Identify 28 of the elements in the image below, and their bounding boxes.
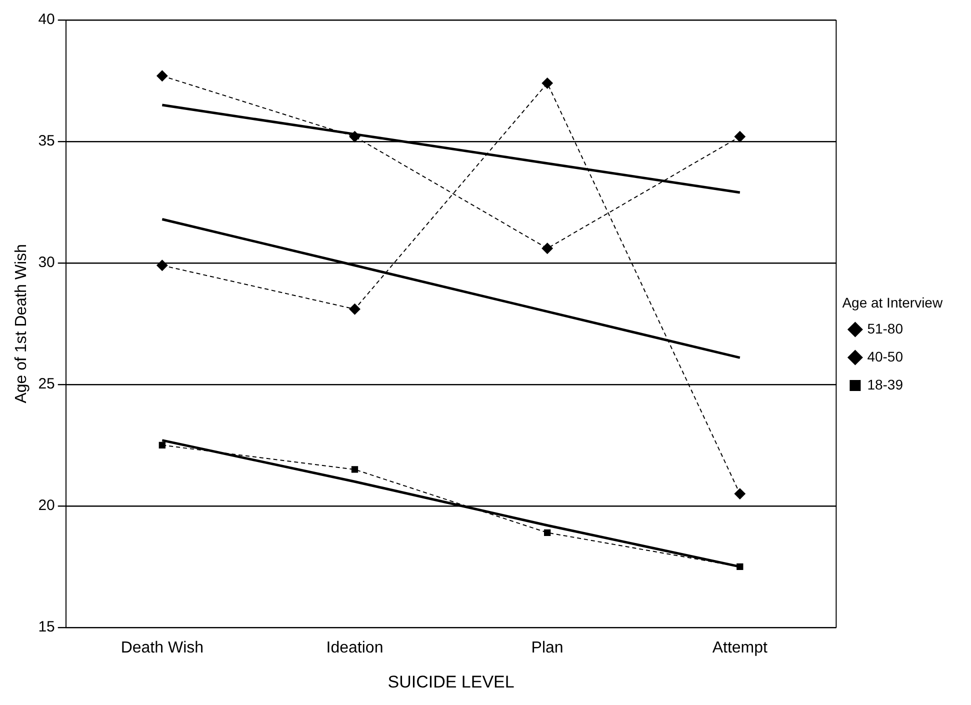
point <box>734 131 746 142</box>
y-tick-label: 30 <box>38 254 55 272</box>
point <box>349 304 360 315</box>
point <box>156 260 168 271</box>
point <box>349 131 360 142</box>
x-tick-label: Plan <box>531 639 564 656</box>
point <box>158 442 166 449</box>
y-tick-label: 40 <box>38 11 55 28</box>
point <box>542 242 553 254</box>
x-tick-label: Attempt <box>712 639 768 656</box>
point <box>734 488 746 500</box>
legend-label: 51-80 <box>867 320 904 336</box>
y-tick-label: 15 <box>38 618 55 636</box>
x-axis-title: SUICIDE LEVEL <box>388 672 514 692</box>
point <box>156 70 168 82</box>
point <box>351 466 358 473</box>
x-tick-label: Ideation <box>326 639 384 656</box>
legend-label: 18-39 <box>867 376 904 392</box>
y-tick-label: 35 <box>38 132 55 150</box>
point <box>544 529 551 536</box>
y-tick-label: 25 <box>38 376 55 393</box>
point <box>542 78 553 89</box>
legend-label: 40-50 <box>867 348 904 364</box>
y-tick-label: 20 <box>38 497 55 514</box>
x-tick-label: Death Wish <box>120 639 204 656</box>
point <box>736 563 744 570</box>
y-axis-title: Age of 1st Death Wish <box>13 244 30 404</box>
legend-title: Age at Interview <box>842 294 944 310</box>
